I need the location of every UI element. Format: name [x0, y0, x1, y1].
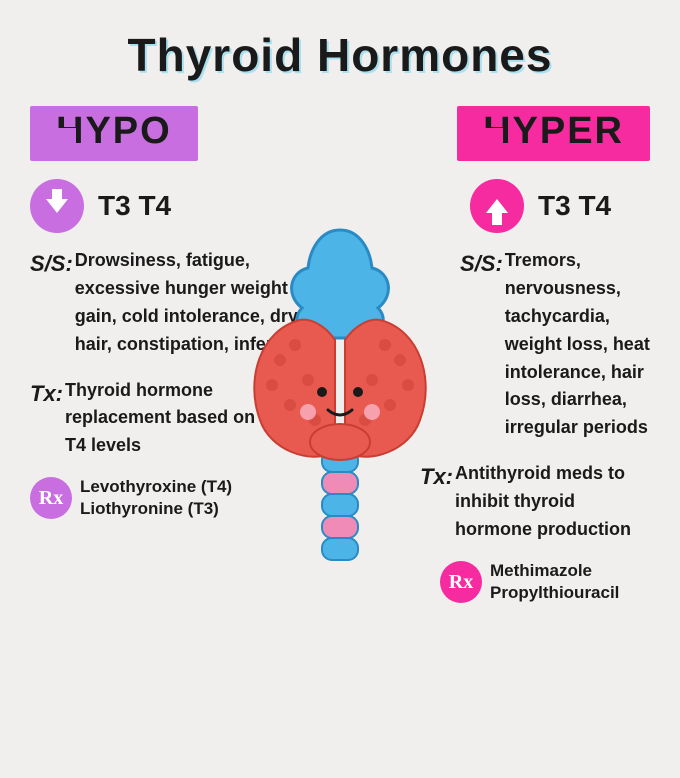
hyper-rx-meds: Methimazole Propylthiouracil	[490, 560, 619, 604]
hyper-hormone-row: T3 T4	[360, 179, 650, 233]
hypo-rx-meds: Levothyroxine (T4) Liothyronine (T3)	[80, 476, 232, 520]
hyper-header: HYPER	[457, 106, 650, 161]
hypo-column: HYPO T3 T4 S/S: Drowsiness, fatigue, exc…	[30, 106, 320, 604]
hypo-hormones: T3 T4	[98, 190, 171, 222]
columns-container: HYPO T3 T4 S/S: Drowsiness, fatigue, exc…	[0, 106, 680, 604]
hypo-hormone-row: T3 T4	[30, 179, 320, 233]
hypo-rx-line1: Levothyroxine (T4)	[80, 476, 232, 498]
rx-icon: Rx	[30, 477, 72, 519]
tx-label: Tx:	[420, 460, 453, 544]
hypo-header-wrap: HYPO	[30, 106, 320, 161]
hyper-ss-section: S/S: Tremors, nervousness, tachycardia, …	[360, 247, 650, 442]
hypo-rx-line2: Liothyronine (T3)	[80, 498, 232, 520]
ss-label: S/S:	[460, 247, 503, 442]
hypo-ss-section: S/S: Drowsiness, fatigue, excessive hung…	[30, 247, 320, 359]
hyper-rx-line1: Methimazole	[490, 560, 619, 582]
hyper-rx-row: Rx Methimazole Propylthiouracil	[360, 560, 650, 604]
rx-icon: Rx	[440, 561, 482, 603]
hyper-column: HYPER T3 T4 S/S: Tremors, nervousness, t…	[360, 106, 650, 604]
hyper-hormones: T3 T4	[538, 190, 611, 222]
hyper-ss-text: Tremors, nervousness, tachycardia, weigh…	[505, 247, 650, 442]
ss-label: S/S:	[30, 247, 73, 359]
hyper-tx-section: Tx: Antithyroid meds to inhibit thyroid …	[360, 460, 650, 544]
hyper-rx-line2: Propylthiouracil	[490, 582, 619, 604]
down-arrow-icon	[30, 179, 84, 233]
hyper-tx-text: Antithyroid meds to inhibit thyroid horm…	[455, 460, 650, 544]
hypo-ss-text: Drowsiness, fatigue, excessive hunger we…	[75, 247, 320, 359]
hypo-rx-row: Rx Levothyroxine (T4) Liothyronine (T3)	[30, 476, 320, 520]
hypo-header: HYPO	[30, 106, 198, 161]
up-arrow-icon	[470, 179, 524, 233]
hypo-tx-text: Thyroid hormone replacement based on T3+…	[65, 377, 320, 461]
tx-label: Tx:	[30, 377, 63, 461]
page-title: Thyroid Hormones	[0, 0, 680, 82]
hyper-header-wrap: HYPER	[360, 106, 650, 161]
hypo-tx-section: Tx: Thyroid hormone replacement based on…	[30, 377, 320, 461]
